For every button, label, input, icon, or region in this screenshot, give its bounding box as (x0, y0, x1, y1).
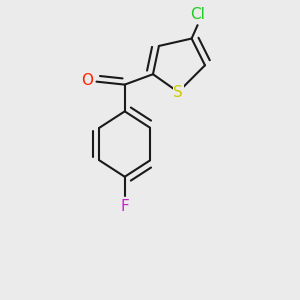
Text: O: O (82, 73, 94, 88)
Text: Cl: Cl (190, 7, 205, 22)
Text: F: F (120, 199, 129, 214)
Text: S: S (173, 85, 183, 100)
